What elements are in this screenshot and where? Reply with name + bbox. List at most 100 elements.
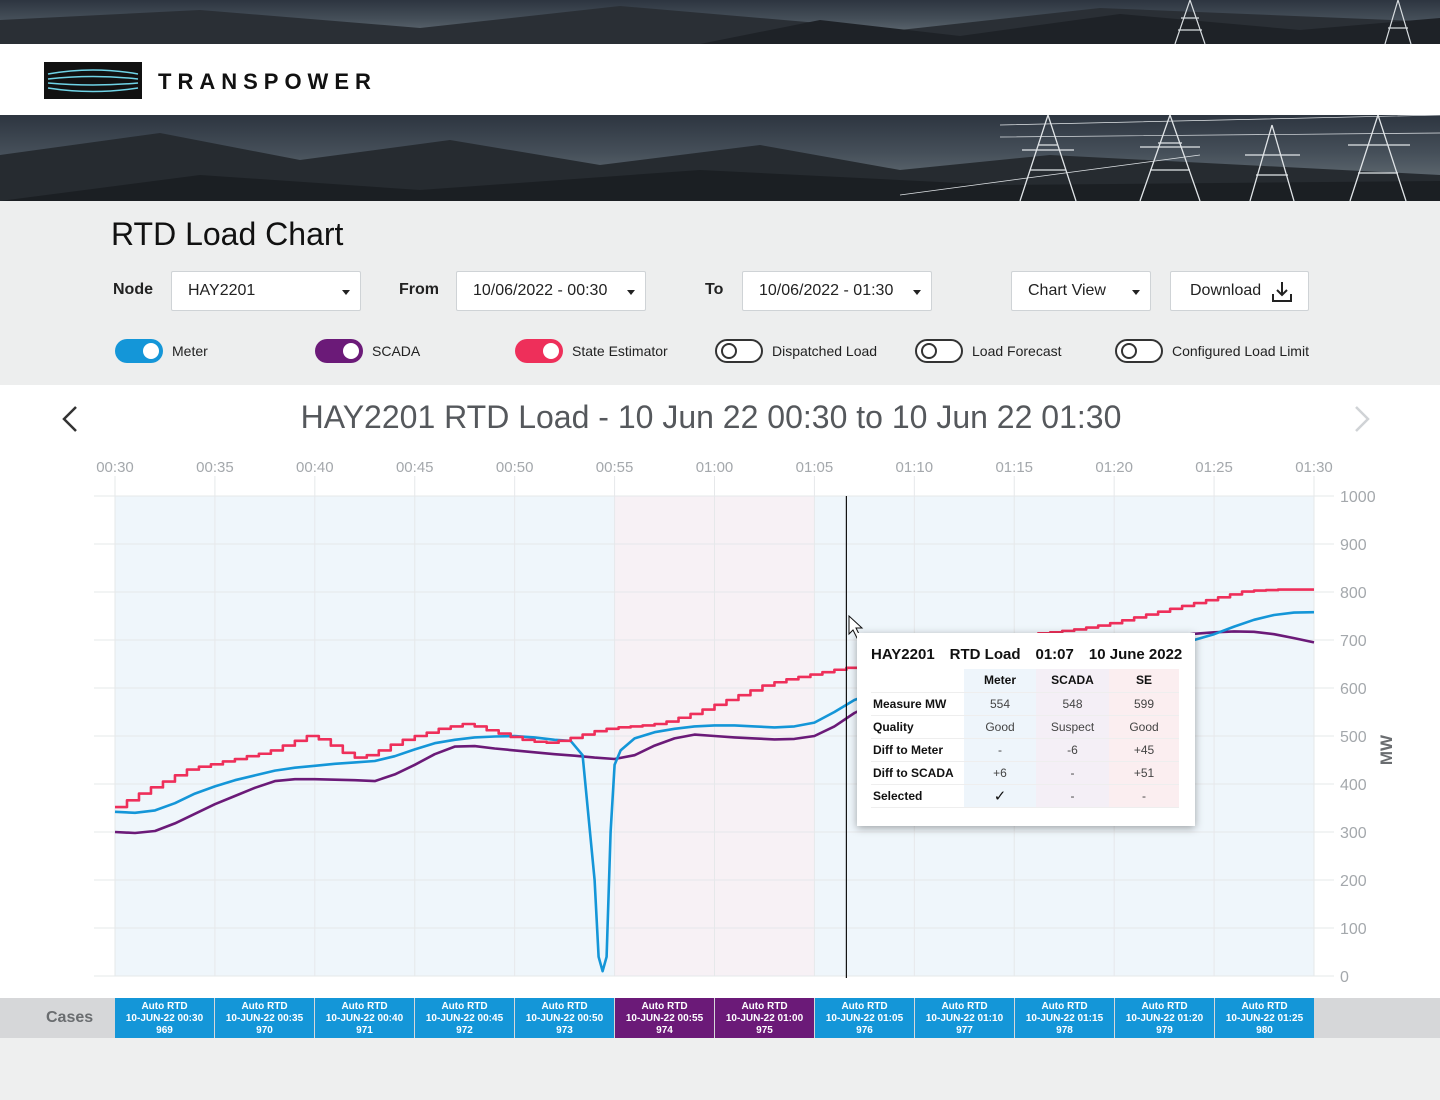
switch-meter[interactable] — [115, 339, 163, 363]
case-item[interactable]: Auto RTD 10-JUN-22 00:30 969 — [115, 998, 214, 1038]
y-tick-label: 900 — [1340, 537, 1367, 554]
toggle-meter[interactable]: Meter — [115, 339, 208, 363]
cell-se: +45 — [1109, 738, 1179, 762]
transpower-logo-icon[interactable] — [44, 62, 142, 99]
case-item[interactable]: Auto RTD 10-JUN-22 01:00 975 — [715, 998, 814, 1038]
cell-se: +51 — [1109, 761, 1179, 785]
y-tick-label: 0 — [1340, 969, 1349, 986]
toggle-scada[interactable]: SCADA — [315, 339, 420, 363]
x-tick-label: 01:25 — [1195, 459, 1233, 476]
mountain-pylons-image — [0, 115, 1440, 201]
cell-scada: - — [1036, 761, 1109, 785]
y-tick-label: 400 — [1340, 777, 1367, 794]
from-label: From — [399, 281, 439, 298]
cell-scada: - — [1036, 784, 1109, 808]
tooltip-kind: RTD Load — [949, 646, 1021, 663]
chevron-right-icon[interactable] — [1346, 403, 1376, 435]
x-tick-label: 01:20 — [1095, 459, 1133, 476]
x-tick-label: 00:30 — [96, 459, 134, 476]
view-select[interactable]: Chart View — [1011, 271, 1151, 311]
switch-state-estimator[interactable] — [515, 339, 563, 363]
case-id: 976 — [856, 1025, 873, 1036]
toggle-state-estimator[interactable]: State Estimator — [515, 339, 668, 363]
chevron-down-icon — [913, 290, 921, 295]
toggle-load-forecast[interactable]: Load Forecast — [915, 339, 1062, 363]
toggle-scada-label: SCADA — [372, 343, 421, 359]
case-item[interactable]: Auto RTD 10-JUN-22 00:50 973 — [515, 998, 614, 1038]
y-tick-label: 500 — [1340, 729, 1367, 746]
case-date: 10-JUN-22 00:55 — [625, 1013, 704, 1024]
from-date-value: 10/06/2022 - 00:30 — [473, 282, 608, 299]
case-name: Auto RTD — [541, 1001, 588, 1012]
chevron-left-icon[interactable] — [56, 403, 86, 435]
switch-dispatched-load[interactable] — [715, 339, 763, 363]
case-item[interactable]: Auto RTD 10-JUN-22 01:25 980 — [1215, 998, 1314, 1038]
hero-banner-top — [0, 0, 1440, 44]
case-id: 971 — [356, 1025, 373, 1036]
check-icon: ✓ — [964, 784, 1036, 808]
switch-scada[interactable] — [315, 339, 363, 363]
x-tick-label: 01:05 — [796, 459, 834, 476]
col-se: SE — [1109, 669, 1179, 693]
case-id: 977 — [956, 1025, 973, 1036]
rtd-load-chart[interactable]: 0 100 200 300 400 500 600 700 800 900 1000 00:30 00:… — [0, 450, 1440, 1050]
cell-meter: - — [964, 738, 1036, 762]
controls-panel: RTD Load Chart Node HAY2201 From 10/06/2… — [0, 201, 1440, 385]
case-id: 970 — [256, 1025, 273, 1036]
row-label: Selected — [871, 784, 964, 808]
case-name: Auto RTD — [741, 1001, 788, 1012]
node-select[interactable]: HAY2201 — [171, 271, 361, 311]
case-date: 10-JUN-22 00:35 — [225, 1013, 304, 1024]
cell-meter: Good — [964, 715, 1036, 739]
case-date: 10-JUN-22 00:45 — [425, 1013, 504, 1024]
case-id: 969 — [156, 1025, 173, 1036]
switch-load-forecast[interactable] — [915, 339, 963, 363]
y-tick-label: 100 — [1340, 921, 1367, 938]
view-select-value: Chart View — [1028, 282, 1106, 299]
toggle-dispatched-load[interactable]: Dispatched Load — [715, 339, 877, 363]
switch-configured-load-limit[interactable] — [1115, 339, 1163, 363]
to-date-select[interactable]: 10/06/2022 - 01:30 — [742, 271, 932, 311]
case-date: 10-JUN-22 00:40 — [325, 1013, 404, 1024]
case-date: 10-JUN-22 01:10 — [925, 1013, 1004, 1024]
x-tick-label: 00:35 — [196, 459, 234, 476]
series-line-state-estimator — [115, 588, 1314, 809]
case-item[interactable]: Auto RTD 10-JUN-22 00:45 972 — [415, 998, 514, 1038]
download-label: Download — [1190, 282, 1262, 299]
case-name: Auto RTD — [841, 1001, 888, 1012]
col-scada: SCADA — [1036, 669, 1109, 693]
case-id: 975 — [756, 1025, 773, 1036]
to-date-value: 10/06/2022 - 01:30 — [759, 282, 894, 299]
x-tick-label: 00:50 — [496, 459, 534, 476]
case-id: 978 — [1056, 1025, 1073, 1036]
chevron-down-icon — [1132, 290, 1140, 295]
row-label: Diff to SCADA — [871, 761, 964, 785]
x-tick-label: 00:40 — [296, 459, 334, 476]
y-tick-label: 800 — [1340, 585, 1367, 602]
case-item[interactable]: Auto RTD 10-JUN-22 00:55 974 — [615, 998, 714, 1038]
chart-title: HAY2201 RTD Load - 10 Jun 22 00:30 to 10… — [300, 399, 1122, 435]
toggle-configured-load-limit[interactable]: Configured Load Limit — [1115, 339, 1309, 363]
case-item[interactable]: Auto RTD 10-JUN-22 01:15 978 — [1015, 998, 1114, 1038]
case-item[interactable]: Auto RTD 10-JUN-22 01:05 976 — [815, 998, 914, 1038]
table-row: Measure MW 554 548 599 — [871, 692, 1179, 716]
case-item[interactable]: Auto RTD 10-JUN-22 00:40 971 — [315, 998, 414, 1038]
chevron-down-icon — [627, 290, 635, 295]
y-tick-label: 1000 — [1340, 489, 1376, 506]
tooltip-header-row: Meter SCADA SE — [871, 669, 1179, 693]
table-row: Quality Good Suspect Good — [871, 715, 1179, 739]
download-button[interactable]: Download — [1170, 271, 1309, 311]
case-date: 10-JUN-22 01:00 — [725, 1013, 804, 1024]
case-id: 973 — [556, 1025, 573, 1036]
from-date-select[interactable]: 10/06/2022 - 00:30 — [456, 271, 646, 311]
case-name: Auto RTD — [1241, 1001, 1288, 1012]
col-meter: Meter — [964, 669, 1036, 693]
tooltip-date: 10 June 2022 — [1088, 646, 1183, 663]
case-item[interactable]: Auto RTD 10-JUN-22 01:10 977 — [915, 998, 1014, 1038]
case-date: 10-JUN-22 01:20 — [1125, 1013, 1204, 1024]
case-name: Auto RTD — [241, 1001, 288, 1012]
case-item[interactable]: Auto RTD 10-JUN-22 01:20 979 — [1115, 998, 1214, 1038]
case-item[interactable]: Auto RTD 10-JUN-22 00:35 970 — [215, 998, 314, 1038]
chart-tooltip: HAY2201 RTD Load 01:07 10 June 2022 Mete… — [857, 633, 1195, 826]
tooltip-time: 01:07 — [1035, 646, 1074, 663]
